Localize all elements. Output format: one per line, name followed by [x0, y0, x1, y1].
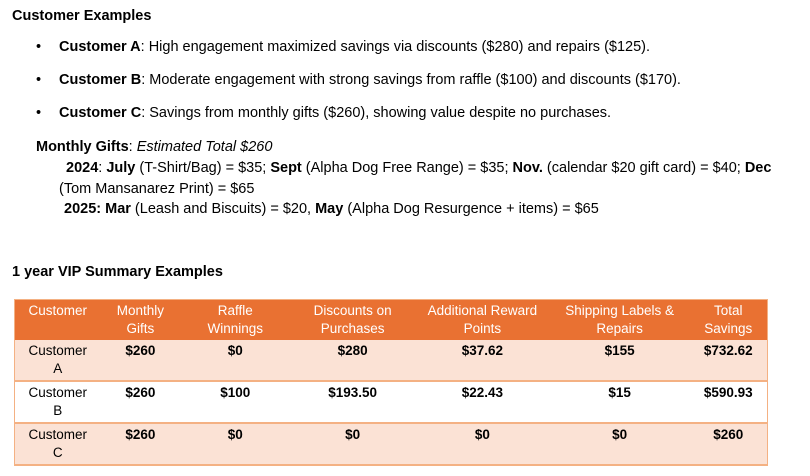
- gifts-2024-line-cont: (Tom Mansanarez Print) = $65: [59, 181, 255, 197]
- value-cell: $0: [180, 340, 291, 382]
- list-item-text: Customer A: High engagement maximized sa…: [59, 39, 651, 55]
- section-title: Customer Examples: [12, 8, 152, 24]
- gifts-2025-line: 2025: Mar (Leash and Biscuits) = $20, Ma…: [64, 201, 599, 217]
- column-header: Shipping Labels & Repairs: [549, 299, 690, 340]
- value-cell: $590.93: [689, 381, 768, 424]
- value-cell: $0: [290, 423, 416, 466]
- value-cell: $0: [180, 423, 291, 466]
- bullet-icon: •: [36, 72, 42, 88]
- column-header: Total Savings: [689, 299, 768, 340]
- list-item-text: Customer B: Moderate engagement with str…: [59, 72, 681, 88]
- customer-cell: Customer A: [14, 340, 101, 382]
- column-header: Customer: [14, 299, 101, 340]
- value-cell: $100: [180, 381, 291, 424]
- customer-cell: Customer C: [14, 423, 101, 466]
- column-header: Monthly Gifts: [100, 299, 181, 340]
- value-cell: $15: [549, 381, 690, 424]
- bullet-icon: •: [36, 39, 42, 55]
- table-row: Customer B $260 $100 $193.50 $22.43 $15 $590.93: [14, 381, 768, 424]
- value-cell: $0: [549, 423, 690, 466]
- summary-title: 1 year VIP Summary Examples: [12, 264, 223, 280]
- bullet-icon: •: [36, 105, 42, 121]
- table-row: Customer A $260 $0 $280 $37.62 $155 $732.62: [14, 340, 768, 382]
- customer-cell: Customer B: [14, 381, 101, 424]
- monthly-gifts-heading: Monthly Gifts: Estimated Total $260: [36, 139, 273, 155]
- list-item-text: Customer C: Savings from monthly gifts (…: [59, 105, 612, 121]
- summary-table: Customer Monthly Gifts Raffle Winnings Discou…: [14, 299, 768, 466]
- value-cell: $37.62: [415, 340, 550, 382]
- value-cell: $280: [290, 340, 416, 382]
- value-cell: $260: [100, 381, 181, 424]
- value-cell: $0: [415, 423, 550, 466]
- value-cell: $260: [100, 423, 181, 466]
- gifts-2024-line: 2024: July (T-Shirt/Bag) = $35; Sept (Al…: [66, 160, 772, 176]
- value-cell: $732.62: [689, 340, 768, 382]
- value-cell: $260: [100, 340, 181, 382]
- value-cell: $22.43: [415, 381, 550, 424]
- table-row: Customer C $260 $0 $0 $0 $0 $260: [14, 423, 768, 466]
- column-header: Discounts on Purchases: [290, 299, 416, 340]
- value-cell: $155: [549, 340, 690, 382]
- value-cell: $260: [689, 423, 768, 466]
- column-header: Raffle Winnings: [180, 299, 291, 340]
- column-header: Additional Reward Points: [415, 299, 550, 340]
- value-cell: $193.50: [290, 381, 416, 424]
